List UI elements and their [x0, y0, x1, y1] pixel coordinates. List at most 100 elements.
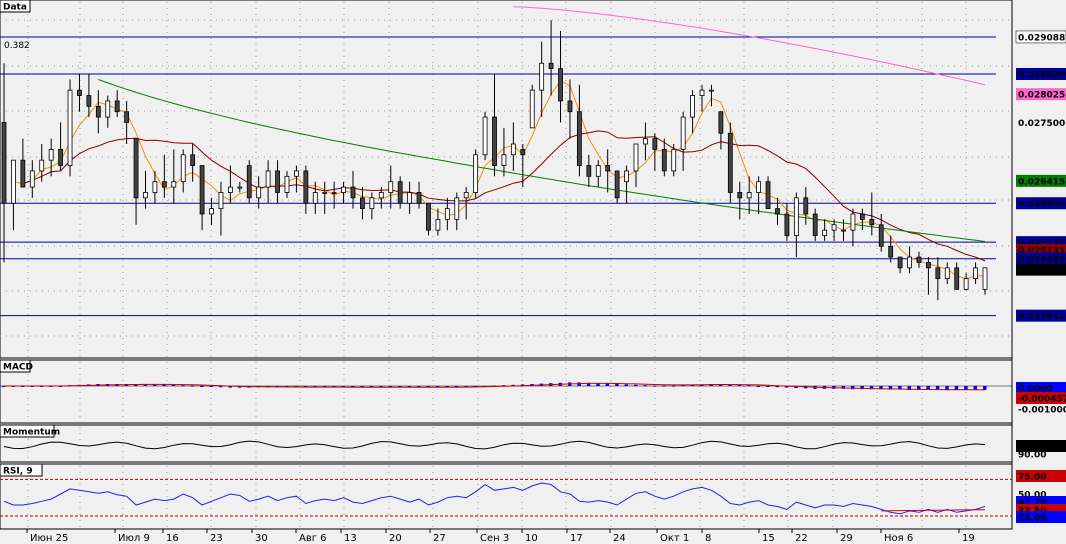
panel-title-momentum-box [0, 424, 55, 438]
macd-bar [737, 384, 742, 386]
macd-tag: -0.000457 [1018, 395, 1066, 405]
macd-bar [964, 386, 968, 390]
candle-body [576, 111, 582, 166]
candle-body [161, 181, 167, 188]
macd-bar [860, 386, 864, 390]
price-tag: 0.028400 [1018, 71, 1065, 81]
candle-body [95, 105, 101, 118]
macd-bar [973, 386, 978, 390]
price-tag-bg [1016, 174, 1066, 187]
macd-bar [520, 384, 525, 386]
candle-body [407, 192, 413, 204]
candle-body [643, 138, 648, 145]
panel-frame [0, 424, 1013, 463]
candle-body [180, 154, 186, 183]
x-tick-label: 8 [705, 533, 711, 544]
rsi-tag: 42.78 [1018, 499, 1046, 509]
rsi-tag-bg [1016, 511, 1066, 523]
macd-bar [766, 386, 770, 387]
rsi-tag: 50.00 [1018, 491, 1046, 501]
candle-body [926, 262, 931, 269]
candle-body [360, 197, 365, 210]
macd-bar [586, 382, 591, 386]
x-tick-label: 29 [840, 533, 853, 544]
candle-body [756, 181, 762, 193]
candle-body [501, 154, 507, 166]
candle-body [143, 192, 148, 199]
price-tag-shade [1015, 30, 1066, 44]
candle-body [652, 138, 658, 150]
x-tick-label: 10 [525, 533, 538, 544]
macd-bar [473, 386, 478, 387]
macd-bar [652, 385, 657, 387]
macd-bar [596, 383, 600, 386]
macd-bar [643, 385, 647, 387]
candle-body [48, 148, 54, 161]
macd-bar [728, 384, 732, 386]
candle-body [822, 229, 828, 236]
candle-body [294, 170, 299, 177]
candle-body [199, 165, 205, 215]
macd-bar [417, 386, 421, 388]
rsi-line [3, 482, 986, 515]
macd-signal-line [4, 382, 986, 391]
panel-title-macd: MACD [3, 363, 33, 373]
price-tag-bg [1016, 252, 1066, 265]
candle-body [369, 197, 375, 210]
price-tag: 0.025131 [1018, 247, 1065, 257]
candle-body [350, 186, 356, 199]
x-tick-label: 24 [613, 533, 626, 544]
candle-body [539, 62, 545, 91]
candle-body [510, 143, 516, 156]
ma-mid-line [22, 130, 986, 262]
macd-bar [445, 386, 449, 388]
candle-body [661, 148, 667, 172]
ma-xlong-line [513, 6, 986, 86]
panel-title-data: Data [3, 3, 27, 13]
macd-bar [218, 386, 223, 388]
candle-body [454, 197, 460, 220]
candle-body [775, 208, 780, 215]
candle-body [39, 159, 45, 172]
candle-body [718, 111, 724, 134]
momentum-tag: 98.87 [1018, 443, 1046, 453]
rsi-tag-bg [1016, 470, 1066, 482]
macd-bar [747, 385, 751, 387]
candle-body [426, 202, 431, 231]
ma-long-line [98, 79, 986, 242]
macd-bar [369, 386, 374, 388]
x-tick-label: 30 [255, 533, 268, 544]
price-tag-bg [1016, 68, 1066, 80]
macd-tag-bg [1016, 382, 1066, 394]
macd-bar [190, 385, 195, 387]
momentum-tag-bg [1016, 440, 1066, 452]
candle-body [520, 148, 526, 156]
panel-frame [0, 463, 1013, 530]
candle-body [633, 143, 639, 172]
candle-body [859, 213, 865, 220]
candle-body [29, 170, 35, 188]
candle-body [727, 132, 733, 193]
macd-bar [841, 386, 846, 389]
candle-body [322, 192, 328, 194]
candle-body [435, 218, 441, 231]
candle-body [746, 192, 752, 199]
candle-body [567, 100, 573, 113]
macd-bar [454, 386, 459, 388]
candle-body [171, 181, 177, 188]
candle-body [529, 89, 535, 129]
price-tag: 0.027500 [1018, 119, 1065, 129]
candle-body [963, 278, 969, 290]
candle-body [237, 186, 243, 189]
candle-body [416, 192, 422, 204]
price-tag: 0.026415 [1018, 177, 1065, 187]
candle-body [256, 186, 262, 199]
macd-bar [850, 386, 855, 390]
candle-body [765, 181, 771, 210]
macd-bar [756, 386, 761, 387]
price-tag: 0.023912 [1018, 312, 1065, 322]
rsi-tag: 25.00 [1018, 514, 1046, 524]
candle-body [124, 111, 130, 123]
x-tick-label: Июн 25 [30, 533, 68, 544]
panel-title-rsi: RSI, 9 [3, 467, 33, 477]
